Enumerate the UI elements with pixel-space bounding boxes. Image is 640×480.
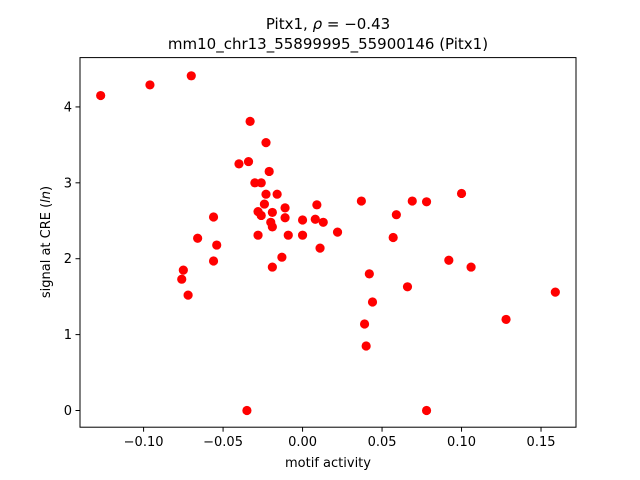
data-point	[259, 199, 270, 209]
data-point	[261, 138, 271, 148]
data-point	[267, 207, 277, 218]
data-point	[280, 213, 290, 223]
x-axis-label: motif activity	[285, 456, 371, 471]
y-tick-label: 2	[64, 252, 72, 267]
data-point	[421, 405, 432, 416]
data-point	[297, 230, 308, 240]
data-point	[361, 341, 371, 351]
data-point	[315, 243, 325, 253]
data-point	[178, 265, 188, 275]
plot-frame	[79, 57, 577, 428]
data-point	[243, 156, 254, 167]
data-point	[264, 166, 274, 177]
data-point	[388, 232, 398, 243]
x-tick-label: −0.10	[124, 435, 164, 450]
y-tick-label: 0	[64, 404, 72, 419]
data-point	[261, 189, 271, 199]
data-point	[456, 188, 467, 199]
data-point	[183, 290, 193, 300]
data-point	[280, 203, 290, 213]
data-point	[253, 230, 263, 240]
x-tick-label: 0.00	[288, 435, 317, 450]
data-point	[421, 197, 432, 207]
data-point	[267, 262, 277, 272]
y-axis-label: signal at CRE (ln)	[39, 186, 54, 298]
data-point	[332, 227, 343, 237]
data-point	[391, 210, 401, 220]
data-point	[312, 200, 322, 210]
data-point	[208, 212, 219, 222]
data-point	[186, 71, 196, 81]
x-tick-label: 0.15	[527, 435, 556, 450]
y-tick-label: 1	[64, 328, 72, 343]
points-layer	[96, 71, 560, 416]
data-point	[256, 178, 266, 188]
data-point	[550, 287, 560, 297]
data-point	[267, 222, 277, 232]
data-point	[501, 314, 511, 325]
data-point	[96, 90, 106, 101]
data-point	[145, 80, 155, 90]
chart-subtitle: mm10_chr13_55899995_55900146 (Pitx1)	[168, 35, 488, 54]
data-point	[310, 214, 320, 224]
x-axis-ticks: −0.10 −0.05 0.00 0.05 0.10 0.15	[124, 427, 556, 450]
data-point	[256, 210, 266, 221]
data-point	[444, 255, 454, 265]
data-point	[364, 269, 374, 279]
data-point	[234, 159, 244, 169]
x-tick-label: 0.05	[368, 435, 397, 450]
data-point	[242, 405, 252, 416]
data-point	[193, 233, 203, 243]
data-point	[367, 297, 378, 307]
data-point	[297, 215, 308, 225]
y-axis-ticks: 0 1 2 3 4	[64, 100, 80, 419]
x-tick-label: −0.05	[203, 435, 243, 450]
data-point	[277, 252, 287, 262]
data-point	[402, 282, 413, 292]
data-point	[359, 319, 370, 329]
data-point	[283, 230, 293, 240]
x-tick-label: 0.10	[447, 435, 476, 450]
data-point	[272, 189, 282, 199]
data-point	[318, 217, 328, 227]
y-tick-label: 4	[64, 100, 72, 115]
data-point	[212, 240, 222, 250]
data-point	[250, 178, 260, 188]
chart-title: Pitx1, ρ = −0.43	[266, 15, 390, 33]
data-point	[208, 256, 219, 266]
data-point	[356, 196, 366, 206]
data-point	[177, 274, 187, 284]
data-point	[466, 262, 476, 272]
data-point	[245, 116, 255, 126]
y-tick-label: 3	[64, 176, 72, 191]
data-point	[407, 196, 417, 206]
